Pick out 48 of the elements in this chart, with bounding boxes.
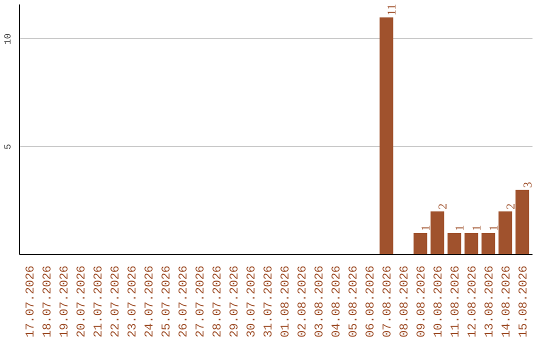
- bar: [516, 190, 530, 254]
- bar: [380, 17, 394, 254]
- x-tick-label: 25.07.2026: [160, 265, 174, 338]
- x-tick-label: 04.08.2026: [329, 265, 344, 338]
- x-tick-label: 27.07.2026: [194, 265, 208, 338]
- x-tick-label: 30.07.2026: [244, 265, 259, 338]
- x-tick-label: 08.08.2026: [397, 265, 412, 338]
- x-tick-label: 20.07.2026: [74, 265, 89, 338]
- bar: [414, 232, 428, 254]
- x-tick-label: 10.08.2026: [431, 265, 446, 338]
- x-tick-label: 24.07.2026: [142, 265, 157, 338]
- x-tick-label: 01.08.2026: [278, 265, 292, 338]
- bar: [482, 232, 496, 254]
- x-tick-label: 29.07.2026: [228, 265, 242, 338]
- y-tick-label: 10: [2, 32, 14, 45]
- data-label: 1: [486, 224, 500, 231]
- x-tick-label: 23.07.2026: [126, 265, 140, 338]
- x-tick-label: 02.08.2026: [295, 265, 310, 338]
- data-label: 11: [384, 4, 398, 16]
- x-tick-label: 07.08.2026: [380, 265, 394, 338]
- x-tick-label: 22.07.2026: [108, 265, 123, 338]
- bar: [448, 232, 462, 254]
- x-tick-label: 21.07.2026: [92, 265, 106, 338]
- x-tick-label: 28.07.2026: [210, 265, 225, 338]
- x-tick-label: 15.08.2026: [516, 265, 530, 338]
- data-label: 2: [435, 203, 450, 210]
- bar: [464, 232, 478, 254]
- data-label: 1: [469, 224, 484, 231]
- x-tick-label: 09.08.2026: [414, 265, 428, 338]
- x-tick-label: 26.07.2026: [176, 265, 191, 338]
- x-tick-label: 17.07.2026: [24, 265, 38, 338]
- data-label: 2: [503, 203, 518, 210]
- x-tick-label: 03.08.2026: [312, 265, 326, 338]
- x-tick-label: 14.08.2026: [499, 265, 514, 338]
- x-tick-label: 06.08.2026: [363, 265, 378, 338]
- bar: [498, 211, 512, 254]
- x-tick-label: 19.07.2026: [58, 265, 72, 338]
- y-tick-label: 5: [2, 144, 14, 150]
- data-label: 1: [418, 224, 432, 231]
- x-tick-label: 18.07.2026: [40, 265, 55, 338]
- x-tick-label: 11.08.2026: [448, 265, 462, 338]
- x-tick-label: 05.08.2026: [346, 265, 360, 338]
- data-label: 3: [520, 182, 534, 188]
- x-tick-label: 12.08.2026: [465, 265, 480, 338]
- x-tick-label: 31.07.2026: [262, 265, 276, 338]
- x-tick-label: 13.08.2026: [482, 265, 496, 338]
- bar: [430, 211, 444, 254]
- data-label: 1: [452, 224, 466, 231]
